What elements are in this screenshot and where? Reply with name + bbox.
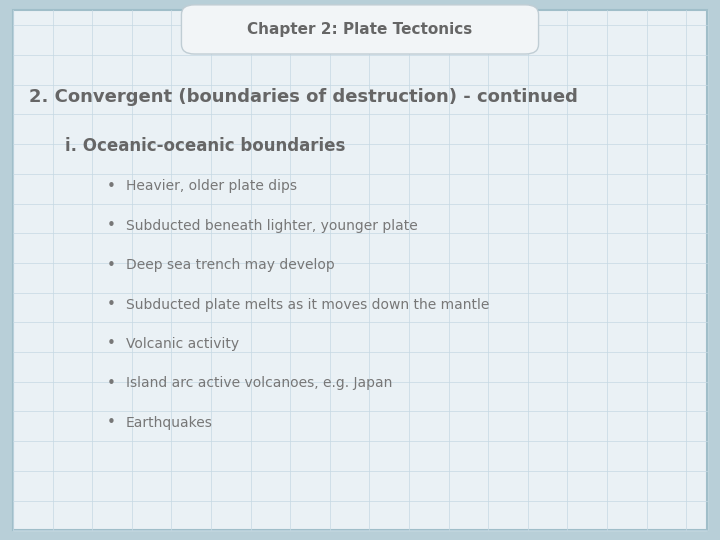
Text: •: • — [107, 336, 116, 352]
Bar — [0, 530, 720, 540]
Text: Volcanic activity: Volcanic activity — [126, 337, 239, 351]
Text: •: • — [107, 415, 116, 430]
FancyBboxPatch shape — [181, 5, 539, 54]
Bar — [0, 0, 720, 10]
Text: •: • — [107, 258, 116, 273]
Text: Subducted beneath lighter, younger plate: Subducted beneath lighter, younger plate — [126, 219, 418, 233]
Text: •: • — [107, 218, 116, 233]
Text: •: • — [107, 297, 116, 312]
Text: 2. Convergent (boundaries of destruction) - continued: 2. Convergent (boundaries of destruction… — [29, 88, 577, 106]
Bar — [0, 0, 13, 540]
Text: •: • — [107, 376, 116, 391]
Text: •: • — [107, 179, 116, 194]
Text: Heavier, older plate dips: Heavier, older plate dips — [126, 179, 297, 193]
Text: Deep sea trench may develop: Deep sea trench may develop — [126, 258, 335, 272]
Text: Earthquakes: Earthquakes — [126, 416, 213, 430]
Text: Chapter 2: Plate Tectonics: Chapter 2: Plate Tectonics — [248, 22, 472, 37]
Text: Subducted plate melts as it moves down the mantle: Subducted plate melts as it moves down t… — [126, 298, 490, 312]
Bar — [707, 0, 720, 540]
Text: i. Oceanic-oceanic boundaries: i. Oceanic-oceanic boundaries — [65, 137, 345, 155]
Text: Island arc active volcanoes, e.g. Japan: Island arc active volcanoes, e.g. Japan — [126, 376, 392, 390]
